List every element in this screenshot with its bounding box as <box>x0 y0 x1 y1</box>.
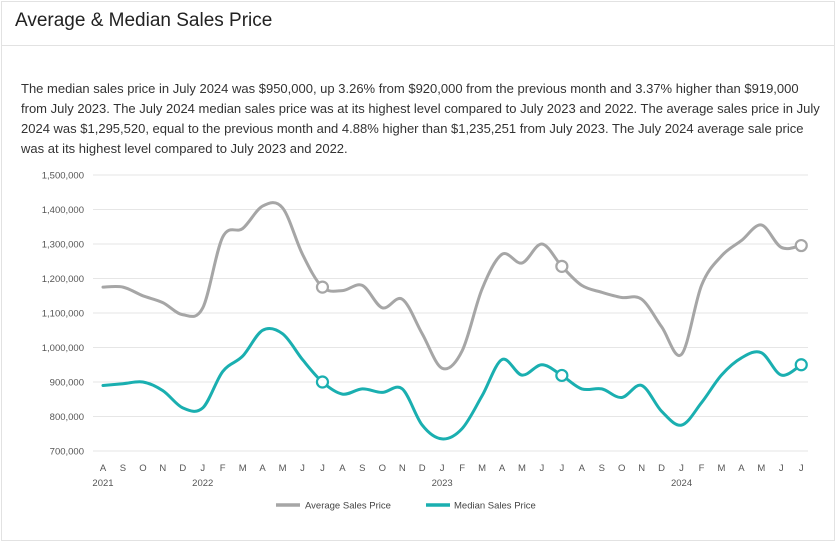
x-tick-label: J <box>540 463 545 474</box>
y-axis-ticks: 700,000 800,000 900,000 1,000,000 1,100,000 1… <box>42 171 84 458</box>
x-year-label: 2023 <box>432 478 453 489</box>
x-tick-label: A <box>100 463 107 474</box>
average-sales-price-point[interactable] <box>555 259 569 273</box>
average-sales-price-series <box>101 201 808 371</box>
x-tick-label: D <box>419 463 426 474</box>
x-tick-label: S <box>599 463 605 474</box>
card-header: Average & Median Sales Price <box>2 2 834 46</box>
x-tick-label: J <box>679 463 684 474</box>
x-tick-label: O <box>618 463 625 474</box>
average-sales-price-line <box>101 201 803 371</box>
y-tick-label: 900,000 <box>50 378 84 389</box>
x-year-label: 2024 <box>671 478 692 489</box>
x-tick-label: S <box>359 463 365 474</box>
x-tick-label: F <box>459 463 465 474</box>
x-tick-label: A <box>259 463 266 474</box>
median-sales-price-point[interactable] <box>315 375 330 389</box>
y-tick-label: 1,200,000 <box>42 274 84 285</box>
x-tick-label: D <box>179 463 186 474</box>
page-title: Average & Median Sales Price <box>15 10 273 31</box>
average-sales-price-point[interactable] <box>315 280 330 294</box>
legend[interactable]: Average Sales Price Median Sales Price <box>276 501 536 512</box>
x-tick-label: F <box>699 463 705 474</box>
x-tick-label: M <box>757 463 765 474</box>
x-tick-label: M <box>518 463 526 474</box>
legend-label: Median Sales Price <box>454 501 536 512</box>
median-sales-price-point[interactable] <box>555 368 569 383</box>
grid-lines <box>93 174 808 452</box>
x-year-label: 2021 <box>92 478 113 489</box>
x-tick-label: J <box>200 463 205 474</box>
median-sales-price-point[interactable] <box>794 358 808 372</box>
median-sales-price-line <box>101 326 803 441</box>
average-sales-price-point[interactable] <box>794 238 808 253</box>
x-year-label: 2022 <box>192 478 213 489</box>
median-sales-price-series <box>101 326 808 441</box>
x-tick-label: N <box>638 463 645 474</box>
x-tick-label: N <box>159 463 166 474</box>
x-tick-label: S <box>120 463 126 474</box>
x-tick-label: J <box>799 463 804 474</box>
y-tick-label: 1,100,000 <box>42 309 84 320</box>
x-tick-label: J <box>559 463 564 474</box>
x-tick-label: O <box>139 463 146 474</box>
x-tick-label: J <box>779 463 784 474</box>
x-tick-label: A <box>339 463 346 474</box>
y-tick-label: 1,500,000 <box>42 171 84 182</box>
series-lines <box>101 201 808 441</box>
x-tick-label: A <box>579 463 586 474</box>
x-tick-label: A <box>499 463 506 474</box>
x-tick-label: O <box>379 463 386 474</box>
x-tick-label: J <box>440 463 445 474</box>
x-tick-label: F <box>220 463 226 474</box>
y-tick-label: 700,000 <box>50 447 84 458</box>
x-tick-label: J <box>300 463 305 474</box>
x-tick-label: N <box>399 463 406 474</box>
legend-item-median-sales-price[interactable]: Median Sales Price <box>426 501 536 512</box>
x-tick-label: M <box>279 463 287 474</box>
chart-description: The median sales price in July 2024 was … <box>21 81 820 156</box>
x-tick-label: D <box>658 463 665 474</box>
legend-label: Average Sales Price <box>305 501 391 512</box>
legend-item-average-sales-price[interactable]: Average Sales Price <box>276 501 391 512</box>
x-tick-label: M <box>478 463 486 474</box>
x-axis-ticks: A S O N D J F M A M J J A S O N D J F M A M J J A S O N D J F M A M J J 2021… <box>92 463 803 489</box>
x-tick-label: M <box>239 463 247 474</box>
y-tick-label: 1,300,000 <box>42 240 84 251</box>
x-tick-label: A <box>738 463 745 474</box>
x-tick-label: M <box>717 463 725 474</box>
y-tick-label: 1,000,000 <box>42 343 84 354</box>
y-tick-label: 1,400,000 <box>42 205 84 216</box>
y-tick-label: 800,000 <box>50 412 84 423</box>
x-tick-label: J <box>320 463 325 474</box>
